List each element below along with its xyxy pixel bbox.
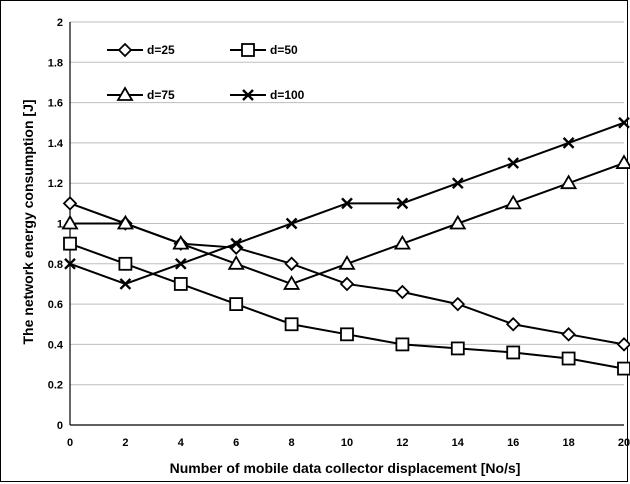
data-point-square [506,345,521,360]
x-marker-stroke [507,157,520,169]
data-point-x [174,257,187,270]
x-marker-stroke [341,197,353,210]
data-point-diamond [395,284,410,300]
legend-marker-x [242,89,254,101]
y-tick-label: 2 [57,17,63,29]
x-axis-label: Number of mobile data collector displace… [170,460,521,476]
x-tick-label: 14 [452,437,465,449]
data-point-square [450,341,465,356]
data-point-square [284,317,299,332]
legend-marker-diamond [117,42,133,58]
y-tick-label: 0.6 [48,299,63,311]
legend-label: d=50 [270,43,298,57]
legend-label: d=25 [147,43,175,57]
x-tick-label: 6 [233,437,239,449]
data-point-x [451,177,464,190]
x-marker-stroke [242,89,254,101]
y-tick-label: 0.8 [48,259,63,271]
x-tick-label: 0 [67,437,73,449]
legend-entry-d=25: d=25 [107,42,175,58]
data-point-square [229,297,244,312]
data-point-triangle [615,154,630,169]
data-point-diamond [450,296,466,312]
series-lines [61,116,630,376]
data-point-triangle [116,214,134,230]
data-point-square [395,337,410,352]
legend-marker-triangle [116,86,134,101]
x-tick-label: 2 [122,437,128,449]
data-point-x [562,137,575,149]
data-point-x [285,217,298,230]
x-marker-stroke [285,217,298,230]
data-point-x [64,257,76,270]
y-tick-label: 0 [57,420,63,432]
data-point-diamond [284,256,299,272]
data-point-x [119,278,132,290]
legend-entry-d=50: d=50 [230,43,298,57]
legend-marker-square [241,43,255,57]
data-point-x [507,157,520,169]
series-d=100 [64,116,630,290]
data-point-diamond [62,196,78,211]
x-tick-label: 18 [562,437,574,449]
y-axis-label: The network energy consumption [J] [20,99,36,344]
y-tick-label: 1 [57,219,63,231]
data-point-triangle [227,255,245,270]
x-tick-label: 10 [341,437,353,449]
data-point-diamond [616,337,630,352]
x-tick-label: 4 [178,437,185,449]
series-d=50 [63,236,630,376]
data-point-square [340,327,354,342]
y-tick-label: 1.4 [48,138,64,150]
data-point-triangle [560,174,578,190]
data-point-x [396,197,409,210]
data-point-triangle [449,214,467,230]
data-point-triangle [172,234,190,250]
x-marker-stroke [174,257,187,270]
x-marker-stroke [562,137,575,149]
data-point-x [341,197,353,210]
x-marker-stroke [396,197,409,210]
series-d=75 [61,154,630,290]
data-point-square [561,351,576,366]
x-marker-stroke [451,177,464,190]
x-marker-stroke [618,116,630,129]
x-tick-label: 20 [618,437,630,449]
data-point-square [63,236,77,251]
x-tick-label: 12 [396,437,408,449]
y-tick-label: 0.4 [48,339,64,351]
legend: d=25 d=50 d=75 d=100 [107,42,305,102]
legend-entry-d=100: d=100 [230,88,305,102]
legend-entry-d=75: d=75 [107,86,175,102]
data-point-square [617,361,630,376]
data-point-triangle [504,194,522,210]
data-point-square [173,277,188,291]
data-point-triangle [61,214,79,230]
x-marker-stroke [64,257,76,270]
data-point-diamond [339,276,355,292]
data-point-x [230,237,243,250]
y-tick-label: 1.6 [48,98,63,110]
legend-label: d=75 [147,88,175,102]
data-point-triangle [393,234,411,250]
data-point-diamond [505,316,521,332]
tick-labels: 00.20.40.60.811.21.41.61.820 2 4 6 8 10 12 14 16… [48,17,630,449]
x-tick-label: 8 [289,437,295,449]
legend-label: d=100 [270,88,305,102]
data-point-triangle [283,275,301,290]
x-marker-stroke [230,237,243,250]
data-point-x [618,116,630,129]
x-tick-label: 16 [507,437,519,449]
data-point-diamond [561,327,576,342]
data-point-triangle [338,255,356,270]
data-point-square [118,256,133,271]
x-marker-stroke [119,278,132,290]
y-tick-label: 0.2 [48,380,63,392]
grid-lines [70,21,624,386]
y-tick-label: 1.2 [48,178,63,190]
y-tick-label: 1.8 [48,57,63,69]
